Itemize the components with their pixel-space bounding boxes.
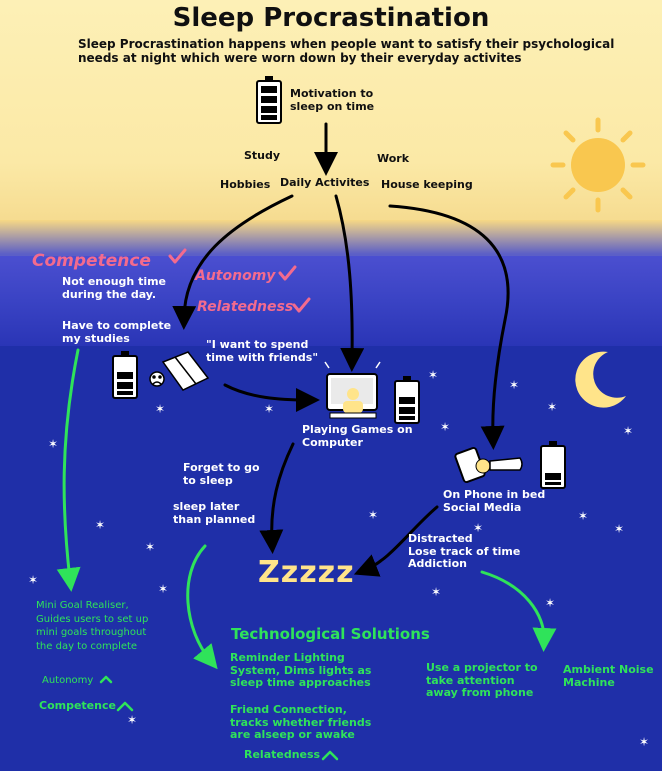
sad-face-icon	[149, 371, 165, 387]
star-icon: ✶	[428, 368, 439, 382]
relatedness-solution-label: Relatedness	[244, 748, 321, 761]
arrow-daily-to-competence	[172, 194, 294, 330]
star-icon: ✶	[440, 420, 451, 434]
relatedness-need-label: Relatedness	[197, 299, 294, 315]
star-icon: ✶	[509, 378, 520, 392]
star-icon: ✶	[155, 402, 166, 416]
check-icon-relatedness	[292, 297, 311, 313]
caret-up-icon-competence	[116, 701, 134, 712]
check-icon-competence	[168, 248, 187, 264]
reminder-lighting-solution: Reminder Lighting System, Dims lights as…	[230, 651, 372, 690]
motivation-label: Motivation to sleep on time	[290, 87, 375, 113]
work-label: Work	[377, 152, 410, 165]
arrow-green-left	[56, 348, 81, 592]
competence-need-label: Competence	[32, 251, 151, 271]
arrow-green-middle	[186, 544, 218, 670]
playing-games-note: Playing Games on Computer	[302, 423, 413, 449]
sun-icon	[550, 117, 646, 213]
not-enough-time-note: Not enough time during the day.	[62, 275, 167, 301]
arrow-green-right	[480, 570, 557, 652]
star-icon: ✶	[431, 585, 442, 599]
star-icon: ✶	[623, 424, 634, 438]
ambient-noise-solution: Ambient Noise Machine	[563, 663, 654, 689]
sky-background	[0, 0, 662, 232]
dusk-band	[0, 256, 662, 346]
star-icon: ✶	[473, 521, 484, 535]
phone-in-bed-icon	[454, 446, 523, 484]
autonomy-need-label: Autonomy	[195, 268, 276, 284]
on-phone-note: On Phone in bed Social Media	[443, 488, 546, 514]
forget-sleep-note: Forget to go to sleep	[183, 461, 260, 487]
star-icon: ✶	[158, 582, 169, 596]
arrow-phone-to-zzz	[353, 505, 439, 577]
star-icon: ✶	[368, 508, 379, 522]
arrow-studies-to-computer	[223, 383, 320, 412]
study-label: Study	[244, 149, 281, 162]
page-title: Sleep Procrastination	[172, 3, 490, 33]
complete-studies-note: Have to complete my studies	[62, 319, 172, 345]
mini-goal-solution: Mini Goal Realiser, Guides users to set …	[36, 600, 149, 652]
star-icon: ✶	[578, 509, 589, 523]
star-icon: ✶	[28, 573, 39, 587]
caret-up-icon-autonomy	[99, 675, 113, 684]
solutions-heading: Technological Solutions	[231, 625, 430, 643]
arrow-daily-to-computer	[334, 194, 365, 372]
star-icon: ✶	[639, 735, 650, 749]
projector-solution: Use a projector to take attention away f…	[426, 661, 538, 700]
housekeeping-label: House keeping	[381, 178, 473, 191]
moon-icon	[575, 351, 626, 408]
arrow-daily-to-phone	[388, 204, 510, 450]
page-subtitle: Sleep Procrastination happens when peopl…	[78, 37, 615, 66]
star-icon: ✶	[545, 596, 556, 610]
battery-half-icon	[112, 351, 138, 399]
book-icon	[161, 351, 210, 391]
star-icon: ✶	[614, 522, 625, 536]
star-icon: ✶	[95, 518, 106, 532]
daily-activities-label: Daily Activites	[280, 176, 370, 189]
mini-goal-competence-label: Competence	[39, 699, 116, 712]
star-icon: ✶	[145, 540, 156, 554]
horizon-band	[0, 220, 662, 260]
battery-low-icon	[540, 441, 566, 489]
star-icon: ✶	[547, 400, 558, 414]
computer-icon	[324, 360, 381, 419]
battery-medium-icon	[394, 376, 420, 424]
mini-goal-autonomy-label: Autonomy	[42, 675, 94, 686]
star-icon: ✶	[48, 437, 59, 451]
friend-connection-solution: Friend Connection, tracks whether friend…	[230, 703, 372, 742]
distracted-note: Distracted Lose track of time Addiction	[408, 532, 521, 571]
arrow-computer-to-zzz	[259, 442, 295, 554]
spend-time-note: "I want to spend time with friends"	[206, 338, 319, 364]
check-icon-autonomy	[278, 265, 297, 281]
caret-up-icon-relatedness	[321, 750, 339, 761]
star-icon: ✶	[127, 713, 138, 727]
hobbies-label: Hobbies	[220, 178, 271, 191]
sleep-zzz-label: Zzzzz	[258, 555, 355, 590]
sleep-later-note: sleep later than planned	[173, 500, 256, 526]
battery-full-icon	[256, 76, 282, 124]
star-icon: ✶	[264, 402, 275, 416]
